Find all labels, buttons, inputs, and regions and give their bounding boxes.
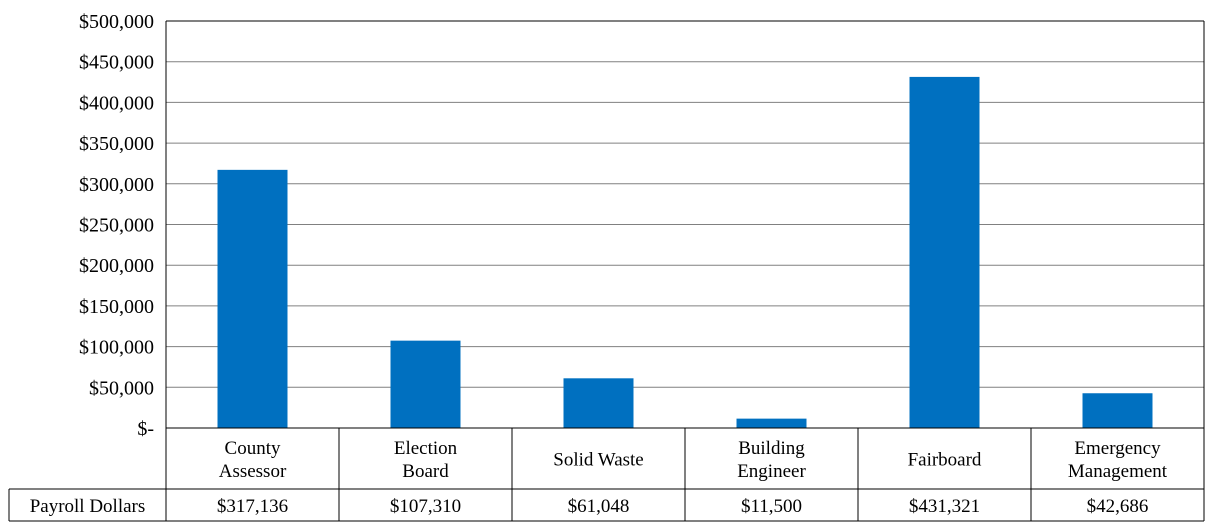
y-tick-label: $-	[137, 418, 154, 440]
x-category-label: Solid Waste	[553, 450, 643, 471]
x-category-label: County	[225, 438, 281, 459]
bar	[390, 340, 461, 428]
data-label: $42,686	[1087, 496, 1149, 517]
y-tick-label: $150,000	[79, 296, 154, 318]
bar	[909, 76, 980, 428]
x-category-label: Board	[402, 461, 449, 482]
x-category-label: Assessor	[219, 461, 287, 482]
y-tick-label: $300,000	[79, 174, 154, 196]
y-tick-label: $50,000	[89, 377, 154, 399]
data-label: $107,310	[390, 496, 461, 517]
bar	[217, 169, 288, 428]
data-label: $11,500	[741, 496, 802, 517]
series-name-label: Payroll Dollars	[30, 496, 146, 517]
y-tick-label: $100,000	[79, 337, 154, 359]
bar	[736, 418, 807, 428]
y-tick-label: $500,000	[79, 11, 154, 33]
bars	[217, 76, 1153, 428]
bar	[1082, 393, 1153, 428]
y-tick-label: $400,000	[79, 92, 154, 114]
x-category-label: Election	[394, 438, 458, 459]
x-category-label: Management	[1068, 461, 1168, 482]
data-label: $431,321	[909, 496, 980, 517]
data-label: $61,048	[568, 496, 630, 517]
gridlines	[166, 20, 1204, 388]
y-tick-label: $450,000	[79, 52, 154, 74]
axes: $- $50,000 $100,000 $150,000 $200,000 $250,00…	[79, 11, 1205, 521]
data-label: $317,136	[217, 496, 288, 517]
x-category-label: Building	[738, 438, 805, 459]
x-category-label: Fairboard	[908, 450, 982, 471]
y-tick-label: $250,000	[79, 215, 154, 237]
bar	[563, 378, 634, 428]
y-tick-label: $200,000	[79, 255, 154, 277]
x-category-label: Engineer	[737, 461, 806, 482]
y-tick-label: $350,000	[79, 133, 154, 155]
x-category-label: Emergency	[1074, 438, 1161, 459]
